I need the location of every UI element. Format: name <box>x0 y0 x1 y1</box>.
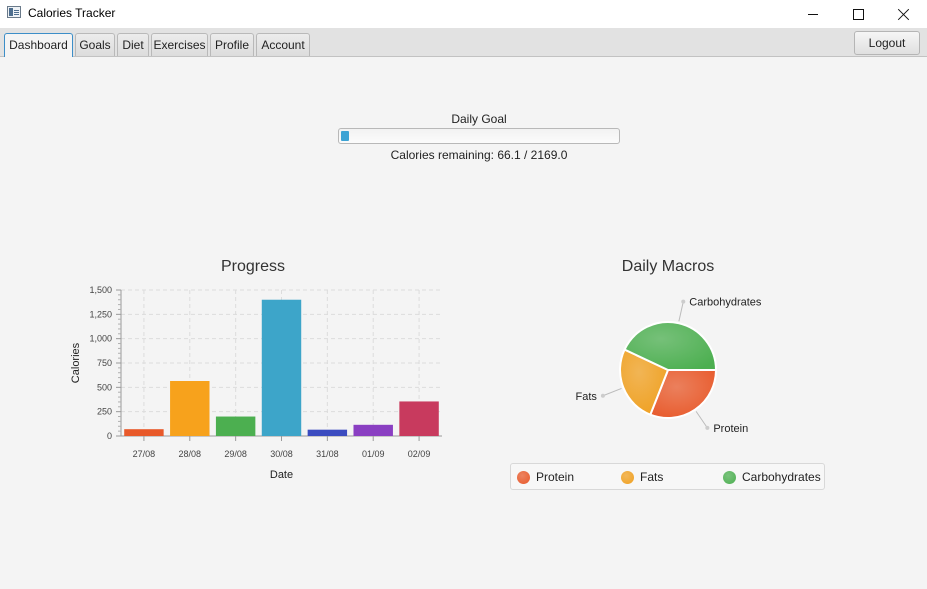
bar-02-09 <box>399 401 439 436</box>
pie-label-line <box>602 387 622 397</box>
pie-slice-protein <box>649 369 718 419</box>
legend-item-carbohydrates: Carbohydrates <box>723 469 821 485</box>
y-tick-label: 250 <box>97 407 112 417</box>
pie-slice-carbohydrates <box>623 321 718 371</box>
x-axis-title: Date <box>270 469 293 481</box>
y-tick-label: 750 <box>97 358 112 368</box>
x-tick-label: 27/08 <box>133 449 156 459</box>
pie-label-fats: Fats <box>576 391 598 403</box>
bar-27-08 <box>124 429 164 436</box>
x-tick-label: 02/09 <box>408 449 431 459</box>
legend-label-protein: Protein <box>536 470 575 484</box>
logout-button[interactable]: Logout <box>854 31 920 55</box>
x-tick-label: 28/08 <box>179 449 202 459</box>
legend-item-fats: Fats <box>621 469 663 485</box>
legend-label-fats: Fats <box>640 470 664 484</box>
tab-dashboard[interactable]: Dashboard <box>4 33 73 57</box>
pie-label-dot <box>600 393 605 398</box>
window-title: Calories Tracker <box>28 6 116 20</box>
tab-bar: Dashboard Goals Diet Exercises Profile A… <box>0 28 927 57</box>
bar-01-09 <box>353 424 393 436</box>
daily-goal-progress-bar <box>338 128 620 144</box>
pie-label-carbohydrates: Carbohydrates <box>689 297 762 309</box>
y-tick-label: 1,000 <box>89 334 112 344</box>
y-axis-title: Calories <box>70 342 82 383</box>
y-tick-label: 500 <box>97 382 112 392</box>
bar-29-08 <box>215 416 256 436</box>
close-button[interactable] <box>881 0 927 28</box>
tab-diet[interactable]: Diet <box>117 33 149 56</box>
y-tick-label: 0 <box>107 431 112 441</box>
pie-label-protein: Protein <box>713 423 748 435</box>
legend-label-carbohydrates: Carbohydrates <box>742 470 821 484</box>
y-tick-label: 1,250 <box>89 309 112 319</box>
minimize-icon <box>808 13 818 15</box>
x-tick-label: 01/09 <box>362 449 385 459</box>
x-tick-label: 31/08 <box>316 449 339 459</box>
x-tick-label: 30/08 <box>270 449 293 459</box>
minimize-button[interactable] <box>790 0 836 28</box>
title-bar: Calories Tracker <box>0 0 927 28</box>
app-icon <box>7 6 21 18</box>
tab-profile[interactable]: Profile <box>210 33 254 56</box>
progress-chart-title: Progress <box>220 258 286 275</box>
legend-item-protein: Protein <box>517 469 574 485</box>
legend-swatch-carbohydrates <box>723 470 736 484</box>
pie-slice-fats <box>619 348 670 416</box>
bar-30-08 <box>261 299 302 436</box>
legend-swatch-protein <box>517 470 530 484</box>
pie-label-dot <box>681 299 686 304</box>
pie-label-line <box>695 411 708 429</box>
daily-macros-chart-title: Daily Macros <box>621 258 715 275</box>
daily-goal-progress-fill <box>341 131 350 141</box>
daily-goal-label: Daily Goal <box>451 112 507 126</box>
calories-remaining-text: Calories remaining: 66.1 / 2169.0 <box>390 148 568 162</box>
bar-31-08 <box>307 429 348 436</box>
pie-label-dot <box>705 425 710 430</box>
maximize-button[interactable] <box>835 0 881 28</box>
close-icon <box>898 8 910 20</box>
maximize-icon <box>852 8 864 20</box>
pie-label-line <box>678 301 684 322</box>
y-tick-label: 1,500 <box>89 285 112 295</box>
legend-swatch-fats <box>621 470 634 484</box>
tab-account[interactable]: Account <box>256 33 310 56</box>
tab-goals[interactable]: Goals <box>75 33 115 56</box>
bar-28-08 <box>170 381 210 436</box>
pie-legend: Protein Fats Carbohydrates <box>510 463 825 490</box>
x-tick-label: 29/08 <box>224 449 247 459</box>
tab-exercises[interactable]: Exercises <box>151 33 208 56</box>
